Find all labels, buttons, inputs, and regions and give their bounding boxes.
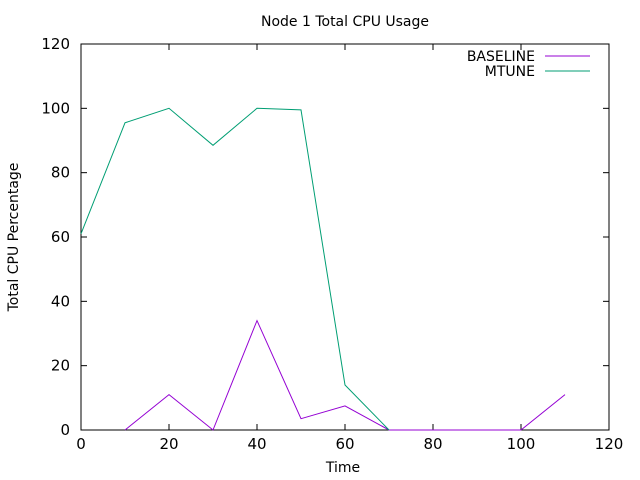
y-tick-label: 0 — [60, 421, 70, 439]
y-tick-label: 80 — [51, 164, 70, 182]
y-tick-label: 100 — [41, 99, 70, 117]
x-tick-label: 120 — [595, 435, 624, 453]
y-tick-label: 40 — [51, 292, 70, 310]
x-tick-label: 20 — [159, 435, 178, 453]
series-line-mtune — [80, 107, 390, 431]
y-axis-title: Total CPU Percentage — [6, 163, 22, 313]
axis-ticks — [80, 43, 610, 431]
legend-label: MTUNE — [485, 64, 535, 80]
y-tick-label: 20 — [51, 357, 70, 375]
y-tick-label: 60 — [51, 228, 70, 246]
y-tick-label: 120 — [41, 35, 70, 53]
x-tick-label: 40 — [247, 435, 266, 453]
plot-frame — [80, 43, 610, 431]
x-tick-label: 60 — [335, 435, 354, 453]
axis-tick-labels: 0 20 40 60 80 100 120 0 20 40 60 80 100 120 — [41, 35, 623, 453]
series-line-baseline — [124, 319, 566, 431]
series-lines — [80, 107, 566, 431]
x-axis-title: Time — [325, 460, 360, 476]
chart-title: Node 1 Total CPU Usage — [261, 14, 429, 30]
x-tick-label: 100 — [507, 435, 536, 453]
x-tick-label: 80 — [423, 435, 442, 453]
legend-label: BASELINE — [467, 49, 535, 65]
x-tick-label: 0 — [76, 435, 86, 453]
